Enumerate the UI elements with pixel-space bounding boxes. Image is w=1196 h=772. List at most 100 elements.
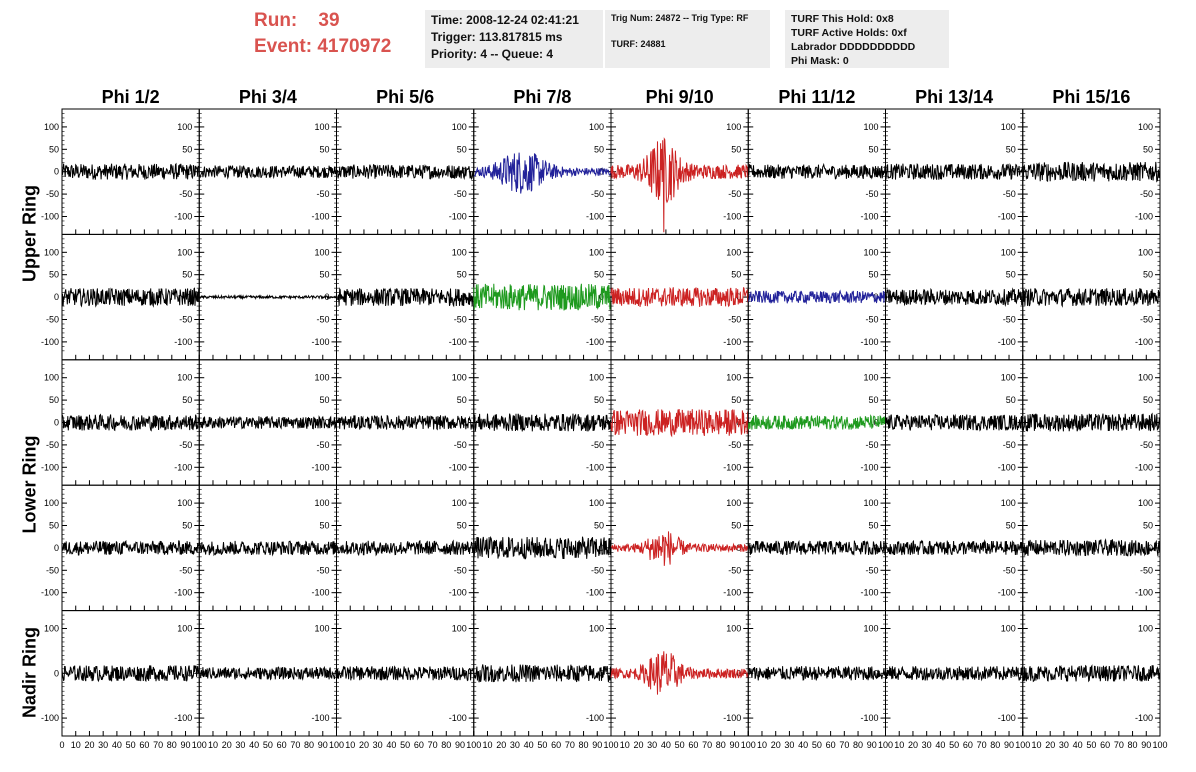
y-tick-label: 100 (863, 373, 878, 383)
x-tick-label: 90 (181, 740, 191, 750)
y-tick-label: 100 (1001, 373, 1016, 383)
y-tick-label: 50 (182, 521, 192, 531)
x-tick-label: 80 (853, 740, 863, 750)
x-tick-label: 50 (675, 740, 685, 750)
y-tick-label: -50 (865, 189, 878, 199)
waveform-trace (336, 287, 475, 308)
x-tick-label: 60 (688, 740, 698, 750)
y-tick-label: 50 (49, 144, 59, 154)
y-tick-label: -100 (174, 337, 192, 347)
y-tick-label: -100 (860, 713, 878, 723)
waveform-trace (747, 414, 886, 430)
x-tick-label: 80 (990, 740, 1000, 750)
y-tick-label: 100 (726, 122, 741, 132)
y-tick-label: 50 (868, 144, 878, 154)
waveform-trace (336, 414, 475, 431)
x-tick-label: 80 (304, 740, 314, 750)
phi-header: Phi 7/8 (513, 87, 572, 107)
x-tick-label: 100 (1152, 740, 1167, 750)
x-tick-label: 30 (922, 740, 932, 750)
x-tick-label: 10 (757, 740, 767, 750)
y-tick-label: 100 (726, 624, 741, 634)
waveform-trace (747, 289, 886, 305)
y-tick-label: 50 (457, 521, 467, 531)
waveform-trace (610, 137, 749, 233)
x-tick-label: 100 (466, 740, 481, 750)
run-label: Run: (254, 10, 298, 31)
y-tick-label: -100 (174, 713, 192, 723)
y-tick-label: 50 (731, 395, 741, 405)
y-tick-label: 50 (868, 521, 878, 531)
waveform-trace (61, 287, 200, 308)
x-tick-label: 60 (963, 740, 973, 750)
y-tick-label: -50 (316, 440, 329, 450)
waveform-trace (610, 409, 749, 438)
y-tick-label: 100 (314, 247, 329, 257)
y-tick-label: 50 (731, 270, 741, 280)
y-tick-label: -100 (998, 713, 1016, 723)
y-tick-label: -100 (449, 588, 467, 598)
y-tick-label: -100 (723, 588, 741, 598)
y-tick-label: 100 (589, 247, 604, 257)
waveform-trace (336, 163, 475, 181)
x-tick-label: 30 (373, 740, 383, 750)
y-tick-label: -100 (998, 462, 1016, 472)
x-tick-label: 50 (126, 740, 136, 750)
y-tick-label: 0 (599, 167, 604, 177)
y-tick-label: -50 (1140, 440, 1153, 450)
y-tick-label: 50 (457, 144, 467, 154)
x-tick-label: 60 (826, 740, 836, 750)
y-tick-label: -50 (865, 440, 878, 450)
y-tick-label: -100 (586, 713, 604, 723)
waveform-trace (885, 539, 1024, 556)
x-tick-label: 100 (329, 740, 344, 750)
y-tick-label: 50 (1143, 521, 1153, 531)
y-tick-label: 0 (1148, 543, 1153, 553)
x-tick-label: 30 (647, 740, 657, 750)
y-tick-label: -50 (179, 565, 192, 575)
y-tick-label: 0 (462, 167, 467, 177)
y-tick-label: 0 (599, 292, 604, 302)
y-tick-label: 100 (44, 498, 59, 508)
x-tick-label: 40 (249, 740, 259, 750)
x-tick-label: 100 (741, 740, 756, 750)
y-tick-label: 50 (594, 395, 604, 405)
y-tick-label: 50 (49, 521, 59, 531)
y-tick-label: -50 (454, 565, 467, 575)
x-tick-label: 60 (551, 740, 561, 750)
y-tick-label: 100 (863, 624, 878, 634)
y-tick-label: 0 (54, 292, 59, 302)
turf-active-holds-line: TURF Active Holds: 0xf (791, 27, 907, 39)
panel: 100 0 -100 (747, 610, 886, 737)
x-tick-label: 80 (441, 740, 451, 750)
y-tick-label: 100 (589, 122, 604, 132)
y-tick-label: 100 (44, 373, 59, 383)
x-tick-label: 90 (867, 740, 877, 750)
y-tick-label: 100 (177, 122, 192, 132)
y-tick-label: -50 (454, 314, 467, 324)
waveform-trace (199, 665, 337, 681)
x-tick-label: 50 (263, 740, 273, 750)
y-tick-label: -100 (41, 337, 59, 347)
x-tick-label: 40 (112, 740, 122, 750)
turf-line: TURF: 24881 (611, 39, 666, 49)
x-tick-label: 30 (98, 740, 108, 750)
x-tick-label: 90 (592, 740, 602, 750)
y-tick-label: 100 (726, 373, 741, 383)
waveform-trace (1022, 412, 1161, 432)
waveform-trace (747, 539, 886, 556)
